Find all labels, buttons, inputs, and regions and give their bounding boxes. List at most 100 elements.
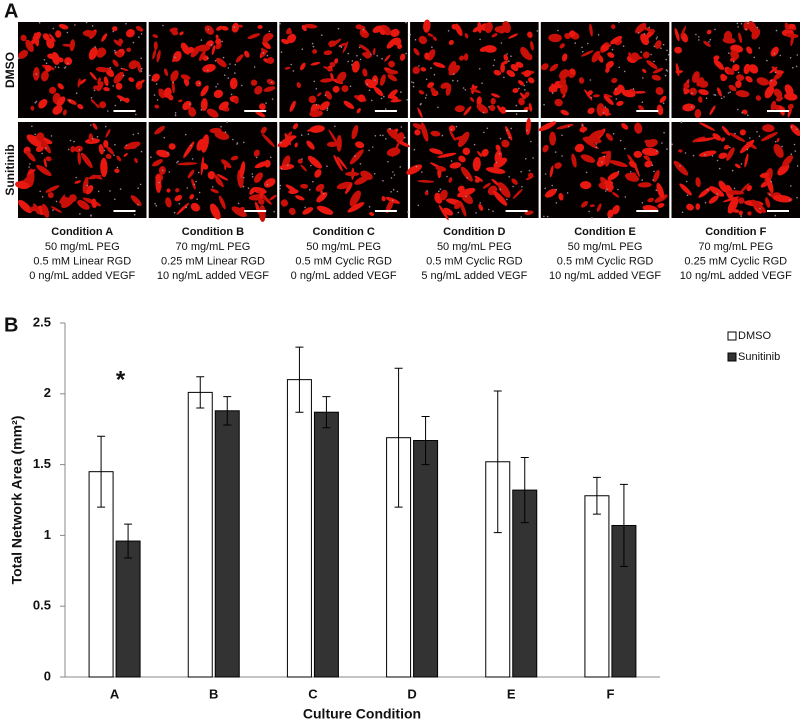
cell-dot (158, 181, 160, 184)
cell-network (355, 141, 365, 149)
cell-network (734, 163, 741, 169)
cell-network (35, 145, 44, 152)
cell-network (756, 77, 769, 86)
cell-network (773, 88, 783, 98)
cell-dot (526, 129, 528, 132)
cell-dot (396, 190, 399, 193)
cell-network (261, 133, 275, 148)
cell-network (50, 206, 62, 213)
cell-network (644, 160, 653, 168)
cell-dot (391, 199, 394, 202)
cell-network (603, 93, 613, 98)
cell-dot (727, 92, 730, 94)
cell-dot (198, 82, 201, 85)
cell-dot (656, 150, 658, 152)
cell-network (163, 87, 172, 98)
cell-network (611, 77, 618, 84)
cell-network (369, 212, 375, 216)
cell-network (288, 189, 299, 195)
error-bar (124, 523, 133, 559)
cell-dot (637, 32, 640, 34)
cell-network (77, 103, 84, 110)
cell-network (361, 52, 372, 58)
cell-network (314, 169, 322, 178)
cell-network (151, 73, 160, 82)
cell-dot (217, 83, 219, 85)
cell-dot (137, 203, 139, 206)
cell-network (651, 74, 662, 81)
cell-network (695, 177, 701, 188)
cell-dot (793, 143, 796, 146)
cell-dot (768, 193, 771, 196)
cell-network (328, 129, 339, 146)
cell-dot (667, 54, 670, 56)
cell-network (213, 89, 224, 99)
cell-dot (714, 28, 716, 31)
cell-network (489, 104, 496, 112)
cell-network (743, 21, 750, 31)
scale-bar (636, 110, 659, 112)
cell-network (247, 33, 261, 39)
cell-dot (431, 46, 433, 48)
cell-network (723, 144, 730, 150)
cell-network (216, 174, 229, 181)
cell-network (77, 151, 81, 165)
cell-dot (358, 46, 361, 49)
cell-dot (385, 138, 387, 140)
cell-network (610, 35, 623, 45)
cell-dot (796, 196, 798, 199)
condition-name: Condition C (312, 226, 374, 238)
cell-dot (161, 169, 164, 172)
cell-dot (389, 128, 392, 130)
cell-dot (326, 109, 329, 111)
cell-network (59, 196, 69, 206)
cell-dot (177, 160, 179, 163)
cell-dot (773, 52, 776, 55)
cell-network (501, 139, 510, 148)
cell-dot (716, 193, 718, 195)
cell-network (424, 52, 430, 60)
y-tick-label: 1 (44, 527, 51, 542)
cell-network (483, 45, 497, 53)
cell-dot (770, 180, 772, 183)
cell-dot (39, 190, 41, 193)
cell-network (195, 80, 202, 87)
cell-network (69, 194, 77, 202)
cell-network (720, 137, 726, 142)
micrograph (540, 21, 670, 118)
cell-dot (551, 184, 553, 187)
cell-dot (684, 152, 687, 154)
cell-dot (796, 165, 799, 167)
significance-marker: * (116, 367, 126, 394)
cell-network (523, 69, 532, 78)
cell-network (726, 190, 744, 195)
cell-network (233, 97, 239, 104)
cell-network (698, 89, 709, 96)
cell-network (355, 24, 366, 30)
cell-dot (368, 149, 370, 152)
cell-dot (384, 108, 387, 110)
cell-network (692, 71, 700, 83)
x-tick-label: C (308, 686, 318, 701)
cell-network (48, 86, 57, 94)
cell-network (211, 45, 216, 55)
cell-dot (190, 144, 192, 147)
cell-dot (528, 169, 531, 172)
cell-dot (191, 158, 194, 160)
cell-network (712, 133, 722, 141)
cell-network (362, 68, 368, 77)
cell-dot (462, 87, 465, 89)
cell-dot (417, 204, 420, 207)
cell-network (155, 174, 162, 193)
cell-network (238, 24, 243, 28)
cell-network (209, 127, 222, 134)
cell-dot (640, 51, 642, 53)
cell-network (657, 202, 665, 208)
cell-dot (532, 157, 534, 159)
cell-network (632, 160, 640, 177)
cell-network (171, 29, 179, 36)
cell-network (163, 68, 169, 77)
condition-name: Condition B (182, 226, 244, 238)
cell-dot (663, 131, 665, 134)
